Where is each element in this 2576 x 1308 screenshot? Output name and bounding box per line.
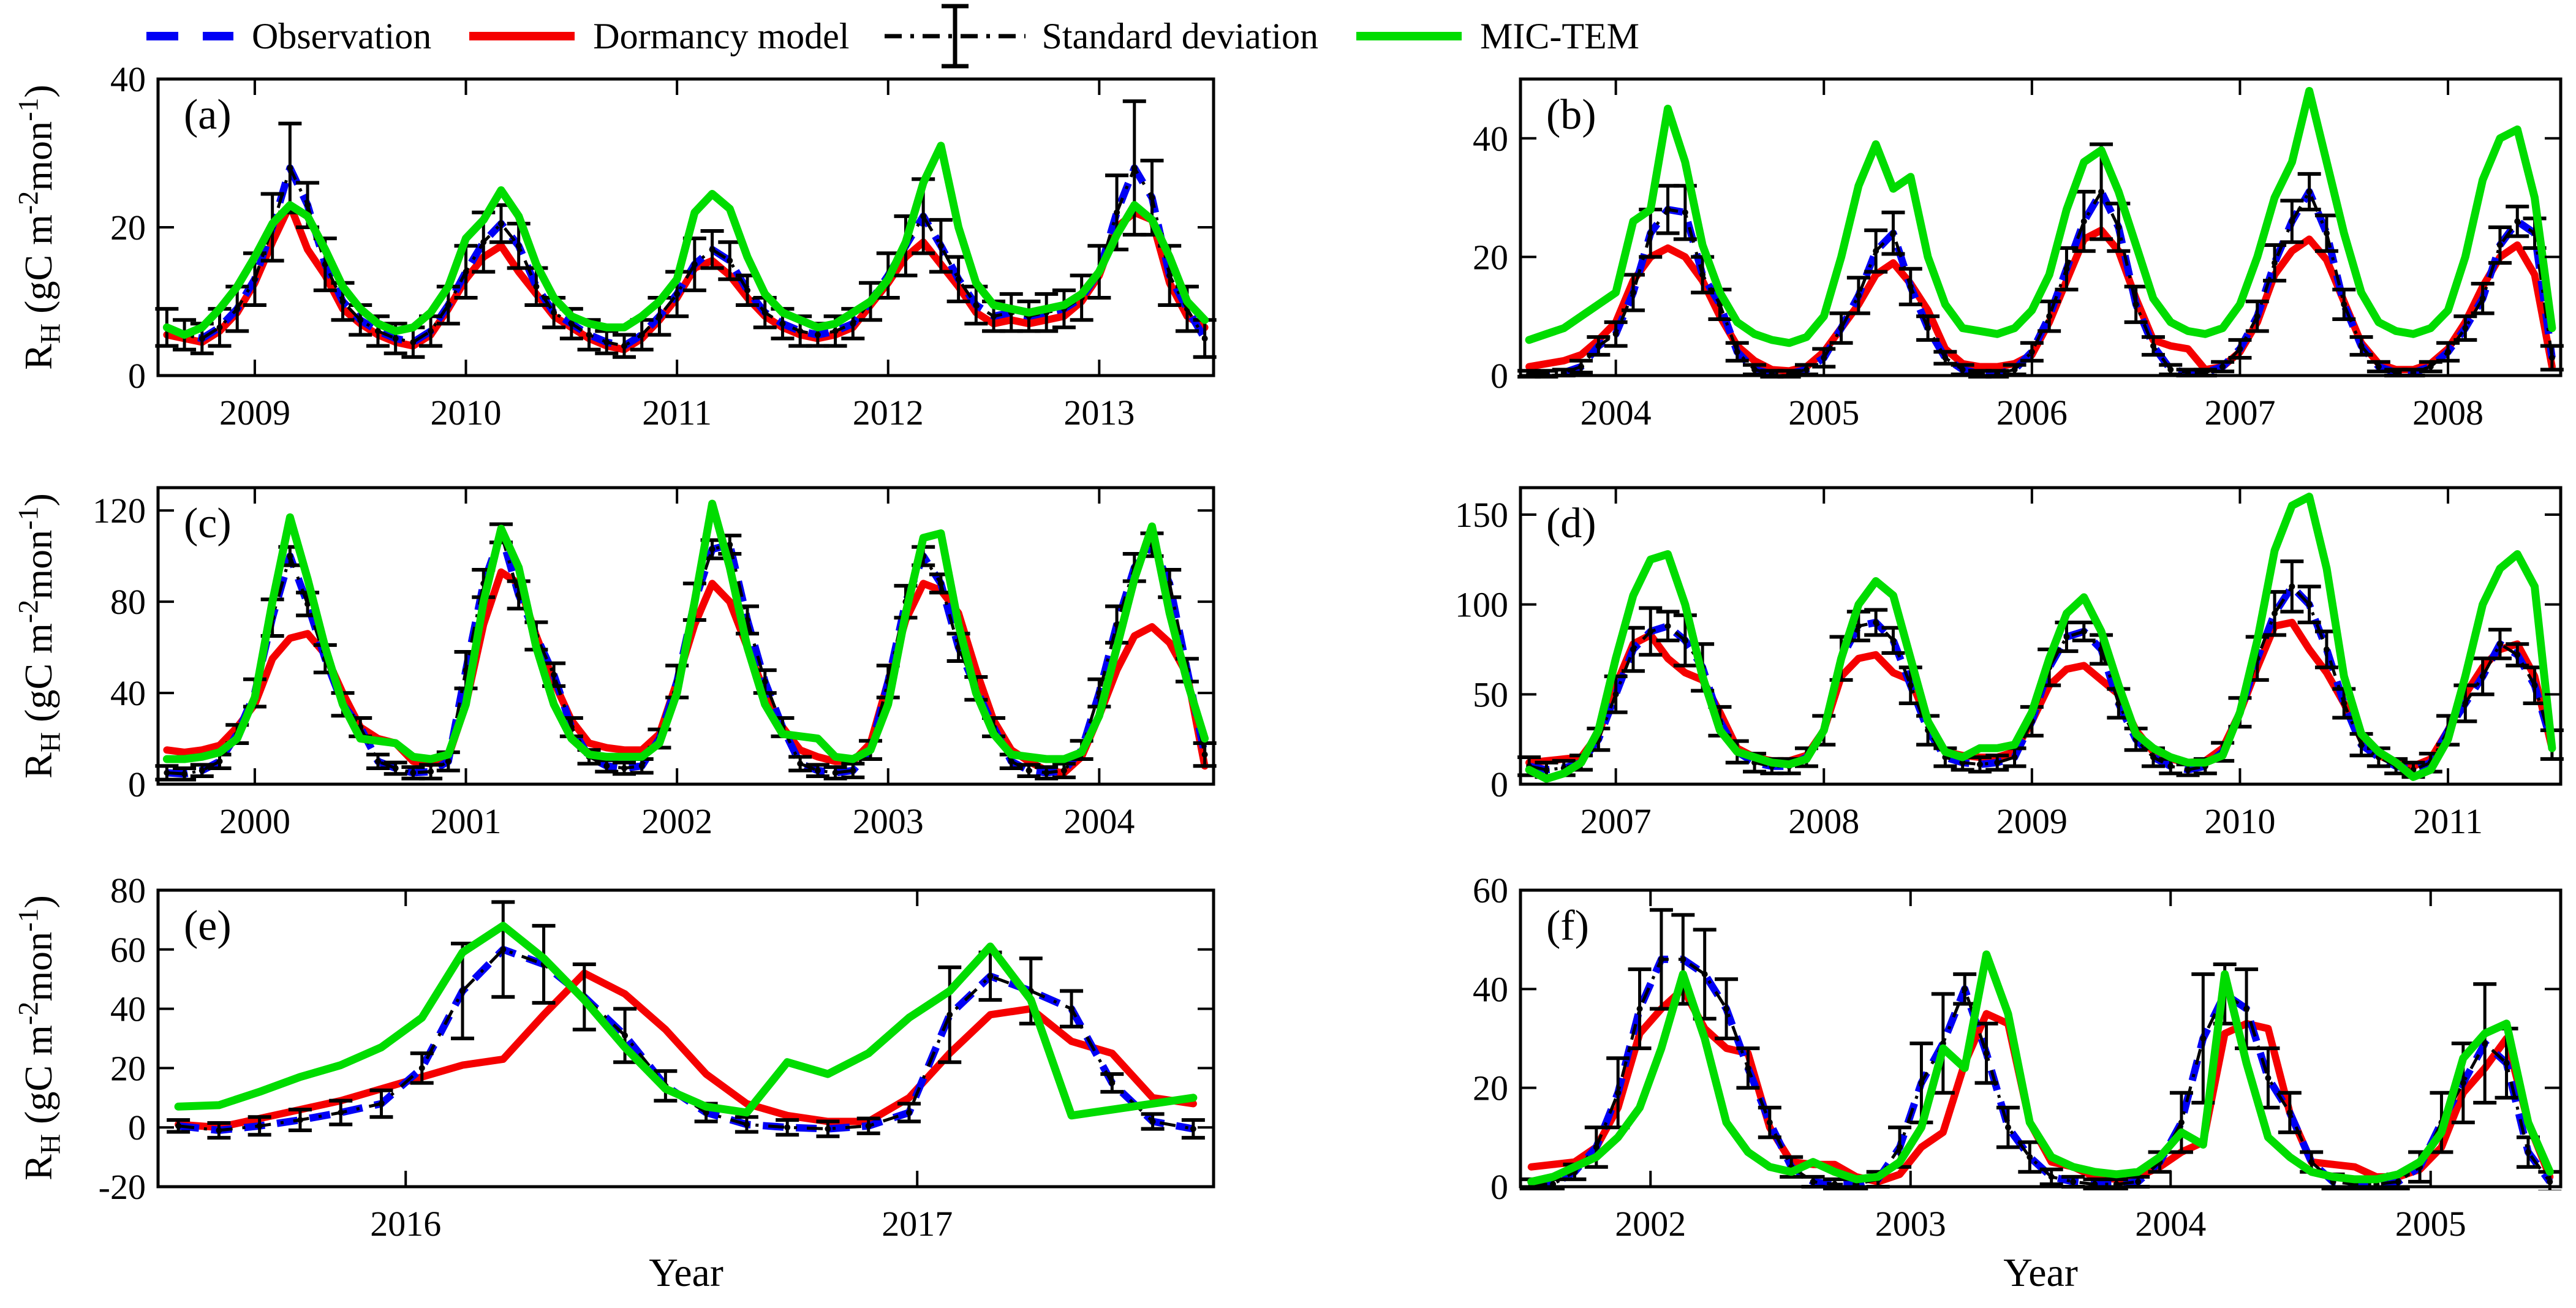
- panel-letter-f: (f): [1546, 902, 1589, 950]
- errorbar-icon: [885, 4, 1026, 69]
- svg-text:0: 0: [1490, 356, 1508, 396]
- svg-text:80: 80: [110, 871, 146, 910]
- legend-label: Observation: [252, 15, 432, 56]
- legend-label: Standard deviation: [1041, 15, 1319, 56]
- svg-text:20: 20: [1473, 1068, 1508, 1108]
- svg-text:40: 40: [110, 673, 146, 713]
- svg-text:60: 60: [1473, 871, 1508, 910]
- svg-text:150: 150: [1455, 495, 1508, 535]
- panel-letter-b: (b): [1546, 91, 1596, 138]
- svg-text:2000: 2000: [219, 801, 290, 841]
- legend-label: MIC-TEM: [1480, 15, 1640, 56]
- svg-text:2004: 2004: [1063, 801, 1135, 841]
- panel-d-plot: 0 50 100 150 2007 2008 2009 2010 2011: [1455, 486, 2564, 841]
- panel-b-plot: 0 20 40 2004 2005 2006 2007 2008: [1473, 77, 2564, 433]
- legend-label: Dormancy model: [593, 15, 850, 56]
- svg-text:2008: 2008: [2412, 393, 2483, 433]
- svg-text:2007: 2007: [1581, 801, 1652, 841]
- svg-text:2012: 2012: [853, 393, 924, 433]
- panel-letter-a: (a): [184, 91, 232, 138]
- panel-e-plot: -20 0 20 40 60 80 2016 2017: [99, 871, 1215, 1244]
- dormancy-solid-line-icon: [469, 32, 575, 40]
- mictem-solid-line-icon: [1356, 32, 1462, 40]
- svg-text:0: 0: [128, 765, 146, 804]
- svg-text:2010: 2010: [2204, 801, 2275, 841]
- svg-text:20: 20: [110, 208, 146, 248]
- svg-text:2016: 2016: [370, 1204, 441, 1244]
- svg-text:2008: 2008: [1788, 801, 1859, 841]
- svg-text:2010: 2010: [431, 393, 502, 433]
- svg-text:2011: 2011: [2413, 801, 2483, 841]
- svg-text:2003: 2003: [853, 801, 924, 841]
- svg-text:2011: 2011: [642, 393, 712, 433]
- legend-item-dormancy-model: Dormancy model: [467, 2, 849, 70]
- svg-text:2004: 2004: [2135, 1204, 2206, 1244]
- panel-c-plot: 0 40 80 120 2000 2001 2002 2003 2004: [93, 486, 1217, 841]
- svg-text:60: 60: [110, 930, 146, 970]
- panel-a-plot: 0 20 40 2009 2010 2011 2012 2013: [110, 59, 1217, 433]
- svg-text:2002: 2002: [641, 801, 712, 841]
- legend-item-mic-tem: MIC-TEM: [1354, 2, 1639, 70]
- svg-text:50: 50: [1473, 675, 1508, 714]
- svg-text:-20: -20: [99, 1167, 146, 1207]
- svg-text:2017: 2017: [882, 1204, 953, 1244]
- x-axis-label-left: Year: [649, 1250, 723, 1295]
- svg-text:20: 20: [1473, 237, 1508, 277]
- panel-letter-e: (e): [184, 902, 232, 950]
- svg-text:40: 40: [1473, 969, 1508, 1009]
- svg-text:2006: 2006: [1996, 393, 2068, 433]
- svg-text:2009: 2009: [1996, 801, 2068, 841]
- svg-text:2013: 2013: [1063, 393, 1135, 433]
- svg-text:2009: 2009: [219, 393, 290, 433]
- svg-text:20: 20: [110, 1048, 146, 1088]
- svg-text:2002: 2002: [1615, 1204, 1686, 1244]
- svg-text:0: 0: [1490, 1167, 1508, 1207]
- svg-text:40: 40: [110, 989, 146, 1029]
- observation-dashed-line-icon: [146, 32, 233, 40]
- panel-letter-c: (c): [184, 500, 232, 547]
- svg-text:2003: 2003: [1875, 1204, 1946, 1244]
- panel-letter-d: (d): [1546, 500, 1596, 547]
- svg-text:2005: 2005: [2395, 1204, 2466, 1244]
- svg-text:100: 100: [1455, 585, 1508, 625]
- svg-text:80: 80: [110, 582, 146, 622]
- svg-text:40: 40: [1473, 119, 1508, 159]
- svg-text:2007: 2007: [2204, 393, 2275, 433]
- svg-text:0: 0: [128, 1108, 146, 1147]
- svg-text:40: 40: [110, 59, 146, 99]
- svg-text:2001: 2001: [431, 801, 502, 841]
- legend: Observation Dormancy model Standard devi…: [144, 0, 1639, 72]
- svg-text:2005: 2005: [1788, 393, 1859, 433]
- svg-text:2004: 2004: [1581, 393, 1652, 433]
- x-axis-label-right: Year: [2003, 1250, 2078, 1295]
- svg-text:120: 120: [93, 491, 146, 531]
- legend-item-observation: Observation: [144, 2, 431, 70]
- legend-item-standard-deviation: Standard deviation: [885, 2, 1318, 70]
- svg-text:0: 0: [1490, 765, 1508, 804]
- svg-text:0: 0: [128, 356, 146, 396]
- panel-f-plot: 0 20 40 60 2002 2003 2004 2005: [1473, 871, 2563, 1244]
